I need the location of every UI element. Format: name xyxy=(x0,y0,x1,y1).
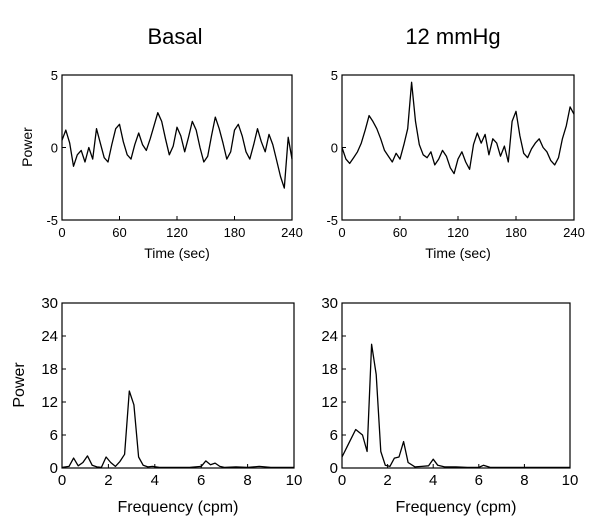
x-tick-label: 180 xyxy=(505,225,527,240)
series-line xyxy=(341,81,575,175)
plot-frame xyxy=(61,74,293,221)
x-tick-label: 60 xyxy=(393,225,407,240)
x-tick-label: 6 xyxy=(197,472,205,489)
y-tick-label: 5 xyxy=(331,68,338,83)
x-tick-label: 4 xyxy=(151,472,159,489)
plot-frame xyxy=(61,302,295,469)
y-tick-label: 0 xyxy=(330,460,338,477)
x-tick-label: 0 xyxy=(338,472,346,489)
x-tick-label: 10 xyxy=(286,472,303,489)
panel-12mmhg-time: -505 0 60 120 180 240 Time (sec) xyxy=(326,68,584,261)
y-axis-label: Power xyxy=(19,127,35,167)
x-tick-label: 0 xyxy=(58,225,65,240)
y-tick-label: -5 xyxy=(46,213,58,228)
y-tick-label: 6 xyxy=(50,427,58,444)
x-axis-label: Time (sec) xyxy=(425,245,491,261)
y-ticks: -5 0 5 xyxy=(46,68,66,228)
x-tick-label: 0 xyxy=(338,225,345,240)
x-tick-label: 8 xyxy=(243,472,251,489)
x-tick-label: 120 xyxy=(447,225,469,240)
x-tick-label: 240 xyxy=(281,225,303,240)
y-tick-label: 0 xyxy=(331,141,338,156)
y-ticks: 0 6 12 18 24 30 xyxy=(41,295,66,477)
y-tick-label: 5 xyxy=(51,68,58,83)
x-ticks: 0 2 4 6 8 10 xyxy=(338,464,579,489)
y-tick-label: 6 xyxy=(330,427,338,444)
y-ticks: 0 6 12 18 24 30 xyxy=(321,295,346,477)
y-tick-label: 24 xyxy=(41,328,58,345)
x-tick-label: 4 xyxy=(429,472,437,489)
column-title-basal: Basal xyxy=(147,24,202,49)
x-tick-label: 0 xyxy=(58,472,66,489)
y-tick-label: 12 xyxy=(41,394,58,411)
plot-frame xyxy=(341,302,571,469)
x-ticks: 0 2 4 6 8 10 xyxy=(58,464,303,489)
x-tick-label: 10 xyxy=(562,472,579,489)
x-tick-label: 60 xyxy=(112,225,126,240)
y-tick-label: 24 xyxy=(321,328,338,345)
y-tick-label: 30 xyxy=(321,295,338,312)
x-tick-label: 8 xyxy=(520,472,528,489)
x-ticks: 0 60 120 180 240 xyxy=(58,216,303,240)
x-tick-label: 180 xyxy=(224,225,246,240)
y-tick-label: -5 xyxy=(326,213,338,228)
column-title-12mmhg: 12 mmHg xyxy=(405,24,500,49)
x-tick-label: 6 xyxy=(475,472,483,489)
y-tick-label: 30 xyxy=(41,295,58,312)
plot-frame xyxy=(341,74,575,221)
series-line xyxy=(61,112,293,189)
x-axis-label: Frequency (cpm) xyxy=(118,499,239,516)
y-axis-label: Power xyxy=(11,362,28,408)
x-tick-label: 120 xyxy=(166,225,188,240)
series-line xyxy=(341,343,570,469)
series-line xyxy=(61,390,294,469)
y-tick-label: 0 xyxy=(50,460,58,477)
x-tick-label: 240 xyxy=(563,225,585,240)
x-tick-label: 2 xyxy=(383,472,391,489)
panel-basal-time: -505 0 60 120 180 240 Power Time (sec) xyxy=(19,68,303,261)
x-axis-label: Frequency (cpm) xyxy=(396,499,517,516)
y-tick-label: 0 xyxy=(51,141,58,156)
x-ticks: 0 60 120 180 240 xyxy=(338,216,585,240)
y-tick-label: 18 xyxy=(321,361,338,378)
x-axis-label: Time (sec) xyxy=(144,245,210,261)
x-tick-label: 2 xyxy=(104,472,112,489)
y-ticks: -5 0 5 xyxy=(326,68,346,228)
y-tick-label: 12 xyxy=(321,394,338,411)
y-tick-label: 18 xyxy=(41,361,58,378)
